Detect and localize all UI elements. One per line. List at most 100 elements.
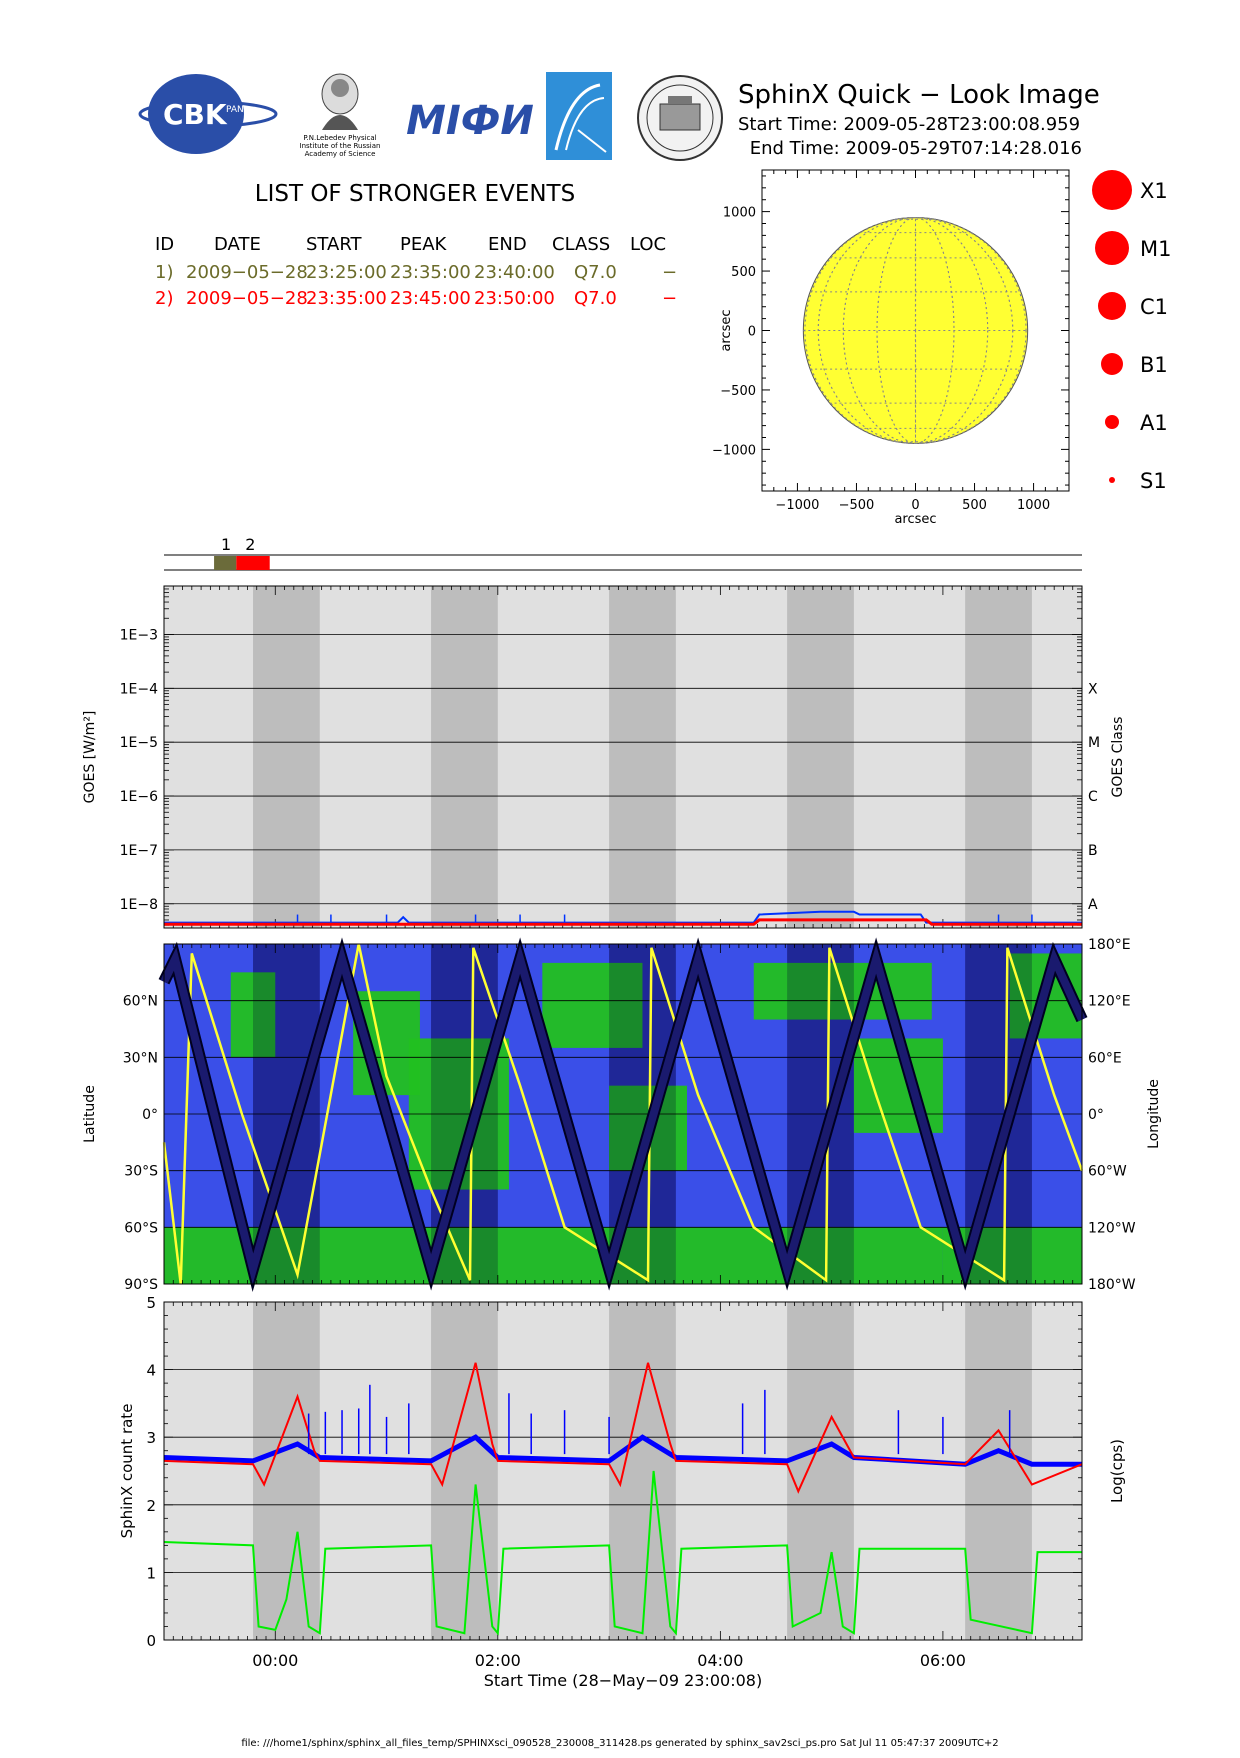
event-bar-label-2: 2 bbox=[245, 535, 255, 554]
night-band bbox=[965, 586, 1032, 928]
roscosmos-style-logo bbox=[546, 72, 612, 160]
y-axis-label: arcsec bbox=[719, 309, 734, 351]
latitude-tick-label: 30°S bbox=[124, 1164, 158, 1180]
goes-y-tick-label: 1E−7 bbox=[120, 843, 158, 859]
events-table-header: ID DATE START PEAK END CLASS LOC bbox=[155, 234, 666, 255]
legend-marker-a1 bbox=[1105, 415, 1119, 429]
page-title: SphinX Quick − Look Image bbox=[738, 80, 1100, 110]
goes-y-tick-label: 1E−3 bbox=[120, 627, 158, 643]
cbk-logo-text: CBK bbox=[163, 98, 228, 131]
event-bar-label-1: 1 bbox=[221, 535, 231, 554]
night-band bbox=[965, 1302, 1032, 1640]
legend-marker-b1 bbox=[1101, 353, 1123, 375]
event-cell-class: Q7.0 bbox=[574, 262, 617, 283]
ground-track-panel: 60°N30°N0°30°S60°S90°S180°E120°E60°E0°60… bbox=[82, 937, 1162, 1293]
goes-class-label: X bbox=[1088, 681, 1098, 697]
lebedev-caption-3: Academy of Science bbox=[305, 150, 376, 158]
event-cell-end: 23:40:00 bbox=[474, 262, 555, 283]
col-header-start: START bbox=[306, 234, 363, 255]
night-band bbox=[253, 586, 320, 928]
night-band bbox=[609, 586, 676, 928]
event-cell-id: 2) bbox=[155, 288, 173, 309]
latitude-tick-label: 90°S bbox=[124, 1277, 158, 1293]
legend-marker-m1 bbox=[1095, 231, 1129, 265]
x-tick-label: −1000 bbox=[775, 498, 819, 513]
event-cell-peak: 23:35:00 bbox=[390, 262, 471, 283]
goes-right-axis-label: GOES Class bbox=[1110, 717, 1126, 798]
latitude-tick-label: 60°S bbox=[124, 1220, 158, 1236]
col-header-peak: PEAK bbox=[400, 234, 448, 255]
legend-label-c1: C1 bbox=[1140, 295, 1168, 319]
event-cell-start: 23:25:00 bbox=[306, 262, 387, 283]
col-header-id: ID bbox=[155, 234, 174, 255]
latitude-tick-label: 30°N bbox=[123, 1050, 158, 1066]
col-header-date: DATE bbox=[214, 234, 261, 255]
event-bar-segment-2 bbox=[236, 556, 269, 570]
goes-y-tick-label: 1E−5 bbox=[120, 735, 158, 751]
night-band bbox=[787, 586, 854, 928]
event-cell-start: 23:35:00 bbox=[306, 288, 387, 309]
longitude-tick-label: 120°W bbox=[1088, 1220, 1136, 1236]
legend-label-b1: B1 bbox=[1140, 353, 1168, 377]
mifi-logo-text: MIФИ bbox=[406, 98, 534, 144]
longitude-tick-label: 60°W bbox=[1088, 1164, 1127, 1180]
rate-y-tick-label: 3 bbox=[146, 1429, 156, 1447]
cbk-pan-logo: CBK PAN bbox=[140, 74, 276, 154]
rate-y-tick-label: 1 bbox=[146, 1564, 156, 1582]
lebedev-institute-logo: P.N.Lebedev Physical Institute of the Ru… bbox=[300, 74, 381, 158]
time-tick-label: 00:00 bbox=[252, 1651, 298, 1670]
event-cell-id: 1) bbox=[155, 262, 173, 283]
y-tick-label: −500 bbox=[720, 384, 756, 399]
event-cell-date: 2009−05−28 bbox=[186, 262, 308, 283]
mifi-logo: MIФИ bbox=[406, 98, 534, 144]
legend-marker-s1 bbox=[1109, 477, 1115, 483]
legend-marker-x1 bbox=[1092, 170, 1132, 210]
footer-file-info: file: ///home1/sphinx/sphinx_all_files_t… bbox=[241, 1738, 998, 1749]
goes-y-tick-label: 1E−6 bbox=[120, 789, 158, 805]
y-tick-label: 0 bbox=[748, 325, 756, 340]
x-tick-label: 500 bbox=[962, 498, 987, 513]
night-band bbox=[431, 586, 498, 928]
event-cell-loc: − bbox=[662, 288, 677, 309]
legend-label-m1: M1 bbox=[1140, 237, 1171, 261]
x-tick-label: 0 bbox=[911, 498, 919, 513]
legend-label-s1: S1 bbox=[1140, 469, 1167, 493]
x-axis-label: arcsec bbox=[894, 512, 936, 527]
y-tick-label: 1000 bbox=[723, 206, 756, 221]
track-right-axis-label: Longitude bbox=[1146, 1079, 1162, 1149]
event-cell-loc: − bbox=[662, 262, 677, 283]
x-tick-label: 1000 bbox=[1017, 498, 1050, 513]
latitude-tick-label: 60°N bbox=[123, 994, 158, 1010]
cbk-logo-subtext: PAN bbox=[226, 105, 244, 115]
col-header-end: END bbox=[488, 234, 527, 255]
y-tick-label: 500 bbox=[731, 265, 756, 280]
time-tick-label: 06:00 bbox=[920, 1651, 966, 1670]
rate-y-tick-label: 0 bbox=[146, 1632, 156, 1650]
lebedev-caption-1: P.N.Lebedev Physical bbox=[303, 134, 376, 142]
event-cell-date: 2009−05−28 bbox=[186, 288, 308, 309]
goes-class-label: C bbox=[1088, 789, 1098, 805]
legend-label-x1: X1 bbox=[1140, 179, 1168, 203]
y-tick-label: −1000 bbox=[712, 443, 756, 458]
longitude-tick-label: 180°E bbox=[1088, 937, 1131, 953]
night-band bbox=[787, 1302, 854, 1640]
longitude-tick-label: 0° bbox=[1088, 1107, 1104, 1123]
rate-y-tick-label: 4 bbox=[146, 1362, 156, 1380]
event-cell-class: Q7.0 bbox=[574, 288, 617, 309]
col-header-loc: LOC bbox=[630, 234, 666, 255]
event-cell-end: 23:50:00 bbox=[474, 288, 555, 309]
longitude-tick-label: 180°W bbox=[1088, 1277, 1136, 1293]
goes-y-axis-label: GOES [W/m²] bbox=[82, 711, 98, 804]
rate-y-tick-label: 2 bbox=[146, 1497, 156, 1515]
longitude-tick-label: 60°E bbox=[1088, 1050, 1122, 1066]
time-tick-label: 02:00 bbox=[475, 1651, 521, 1670]
time-tick-label: 04:00 bbox=[697, 1651, 743, 1670]
